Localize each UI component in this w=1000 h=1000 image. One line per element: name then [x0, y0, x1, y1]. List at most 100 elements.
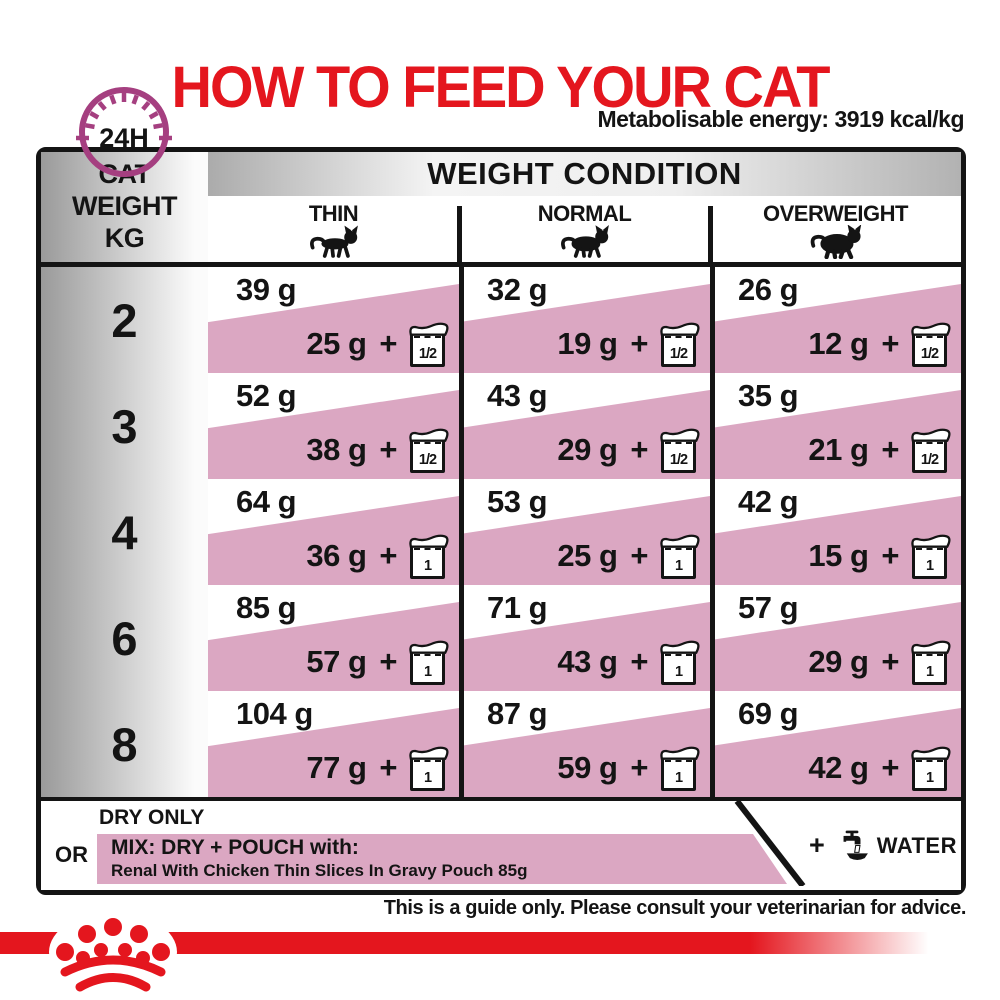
pouch-flap	[911, 322, 951, 336]
ration-cell-thin: 64 g 36 g + 1	[208, 479, 459, 585]
pouch-flap	[409, 428, 449, 442]
mix-subtitle: Renal With Chicken Thin Slices In Gravy …	[111, 861, 528, 880]
dry-ration: 71 g	[487, 590, 548, 625]
pouch-count: 1	[925, 770, 934, 786]
condition-overweight: OVERWEIGHT	[708, 196, 961, 262]
condition-thin: THIN	[208, 196, 459, 262]
ration-cell-normal: 87 g 59 g + 1	[459, 691, 710, 797]
pouch-count: 1/2	[920, 452, 939, 468]
table-row: 2 39 g 25 g + 1/2 32 g 19 g +	[41, 267, 961, 373]
pouch-flap	[409, 534, 449, 548]
pouch-count: 1	[423, 770, 432, 786]
ration-cell-thin: 104 g 77 g + 1	[208, 691, 459, 797]
condition-label: THIN	[308, 201, 359, 226]
mix-dry-ration: 29 g	[808, 644, 869, 679]
ration-cell-thin: 52 g 38 g + 1/2	[208, 373, 459, 479]
table-body: 2 39 g 25 g + 1/2 32 g 19 g +	[41, 267, 961, 797]
mix-dry-ration: 57 g	[306, 644, 367, 679]
table-row: 4 64 g 36 g + 1 53 g 25 g +	[41, 479, 961, 585]
pouch-icon: 1	[911, 639, 951, 685]
pouch-flap	[911, 428, 951, 442]
pouch-count: 1/2	[920, 346, 939, 362]
condition-label: OVERWEIGHT	[763, 201, 908, 226]
feeding-table: CAT WEIGHT KG WEIGHT CONDITION THIN	[36, 147, 966, 895]
ration-cell-normal: 53 g 25 g + 1	[459, 479, 710, 585]
table-header: CAT WEIGHT KG WEIGHT CONDITION THIN	[41, 152, 961, 267]
dry-ration: 69 g	[738, 696, 799, 731]
dry-ration: 85 g	[236, 590, 297, 625]
cat-weight-header: CAT WEIGHT KG	[41, 152, 208, 262]
cat-weight-value: 2	[41, 267, 208, 373]
24h-clock-icon: 24H	[76, 87, 172, 177]
mix-dry-ration: 19 g	[557, 326, 618, 361]
thin-cat-icon	[309, 225, 358, 258]
pouch-count: 1/2	[669, 346, 688, 362]
pouch-icon: 1	[409, 533, 449, 579]
pouch-count: 1	[674, 558, 683, 574]
pouch-icon: 1	[409, 745, 449, 791]
water-label: WATER	[876, 832, 957, 858]
ration-cell-overweight: 42 g 15 g + 1	[710, 479, 961, 585]
faucet-water-icon	[843, 830, 868, 860]
mix-dry-ration: 42 g	[808, 750, 869, 785]
mix-dry-ration: 12 g	[808, 326, 869, 361]
plus-sign: +	[881, 750, 899, 785]
dry-ration: 32 g	[487, 272, 548, 307]
pouch-count: 1	[423, 558, 432, 574]
dry-ration: 53 g	[487, 484, 548, 519]
mix-dry-ration: 36 g	[306, 538, 367, 573]
cat-weight-value: 4	[41, 479, 208, 585]
dry-ration: 57 g	[738, 590, 799, 625]
mix-title: MIX: DRY + POUCH with:	[111, 836, 359, 859]
mix-dry-ration: 29 g	[557, 432, 618, 467]
dry-ration: 43 g	[487, 378, 548, 413]
or-label: OR	[55, 842, 88, 867]
mix-dry-ration: 43 g	[557, 644, 618, 679]
mix-dry-ration: 38 g	[306, 432, 367, 467]
plus-sign: +	[630, 644, 648, 679]
ration-cell-normal: 32 g 19 g + 1/2	[459, 267, 710, 373]
red-stripe	[0, 932, 938, 954]
ration-cell-thin: 85 g 57 g + 1	[208, 585, 459, 691]
ration-cell-normal: 71 g 43 g + 1	[459, 585, 710, 691]
pouch-icon: 1	[911, 745, 951, 791]
pouch-flap	[660, 428, 700, 442]
pouch-icon: 1/2	[409, 321, 449, 367]
condition-subheader: THIN	[208, 196, 961, 262]
dry-ration: 42 g	[738, 484, 799, 519]
cat-weight-line: KG	[104, 222, 145, 253]
dry-ration: 35 g	[738, 378, 799, 413]
plus-sign: +	[379, 750, 397, 785]
condition-normal: NORMAL	[457, 196, 710, 262]
plus-sign: +	[630, 326, 648, 361]
plus-sign: +	[379, 644, 397, 679]
dry-ration: 39 g	[236, 272, 297, 307]
cat-weight-line: WEIGHT	[72, 191, 178, 222]
pouch-icon: 1/2	[911, 427, 951, 473]
pouch-icon: 1/2	[660, 321, 700, 367]
pouch-icon: 1	[660, 639, 700, 685]
pouch-flap	[409, 746, 449, 760]
pouch-flap	[660, 534, 700, 548]
table-row: 6 85 g 57 g + 1 71 g 43 g +	[41, 585, 961, 691]
dry-ration: 26 g	[738, 272, 799, 307]
plus-sign: +	[379, 432, 397, 467]
plus-sign: +	[630, 750, 648, 785]
plus-sign: +	[881, 432, 899, 467]
pouch-count: 1/2	[418, 346, 437, 362]
pouch-flap	[660, 640, 700, 654]
page-title: HOW TO FEED YOUR CAT	[171, 53, 831, 119]
cat-weight-value: 6	[41, 585, 208, 691]
plus-sign: +	[630, 432, 648, 467]
mix-dry-ration: 15 g	[808, 538, 869, 573]
pouch-count: 1	[423, 664, 432, 680]
pouch-flap	[660, 746, 700, 760]
royal-canin-crown-logo	[49, 912, 177, 992]
dry-ration: 52 g	[236, 378, 297, 413]
weight-condition-header: WEIGHT CONDITION	[208, 152, 961, 196]
dry-ration: 104 g	[236, 696, 313, 731]
ration-cell-overweight: 69 g 42 g + 1	[710, 691, 961, 797]
ration-cell-overweight: 26 g 12 g + 1/2	[710, 267, 961, 373]
normal-cat-icon	[560, 225, 609, 258]
pouch-icon: 1	[660, 533, 700, 579]
